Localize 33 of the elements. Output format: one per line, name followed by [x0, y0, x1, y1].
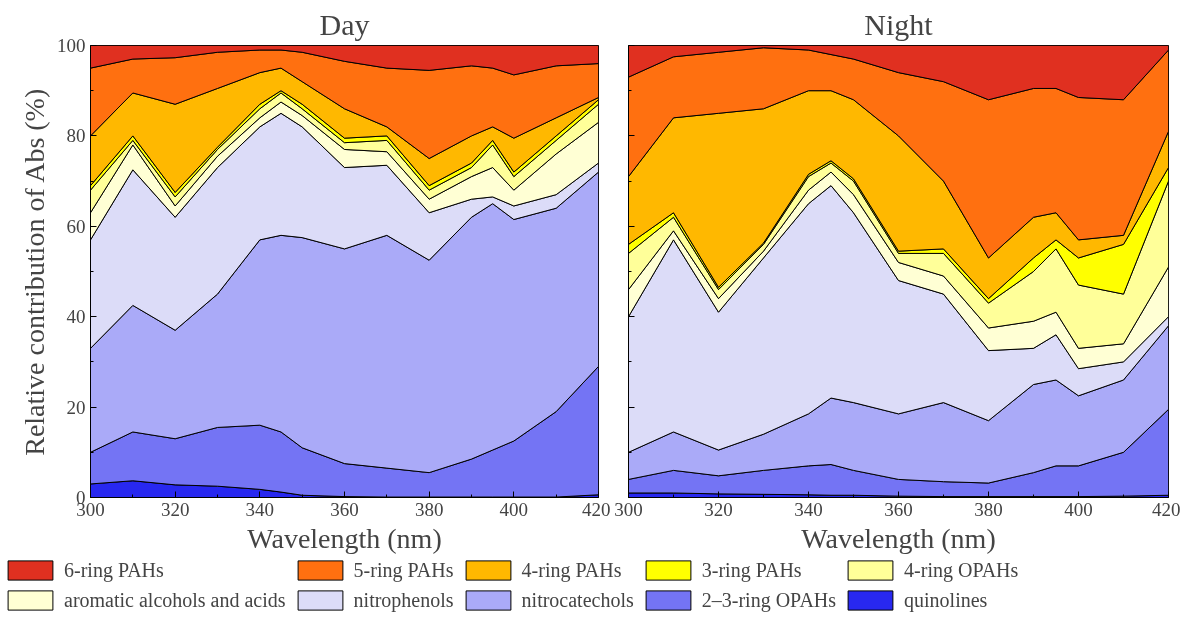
x-tick-label: 400	[499, 498, 529, 520]
x-tick-label: 400	[1064, 498, 1093, 520]
legend-label: 6-ring PAHs	[64, 558, 164, 582]
legend-label: aromatic alcohols and acids	[64, 588, 286, 612]
y-axis-title: Relative contribution of Abs (%)	[19, 88, 50, 456]
x-axis-title: Wavelength (nm)	[801, 522, 996, 554]
x-tick-label: 340	[794, 498, 823, 520]
x-tick-label: 320	[704, 498, 733, 520]
y-tick-label: 100	[57, 35, 86, 56]
chart-title: Night	[864, 7, 934, 41]
legend-label: nitrocatechols	[521, 588, 634, 612]
y-tick-label: 40	[66, 306, 86, 328]
x-tick-label: 420	[1152, 498, 1181, 520]
chart-title: Day	[319, 7, 370, 41]
x-tick-label: 420	[582, 498, 611, 520]
y-tick-label: 20	[66, 396, 86, 418]
legend-label: quinolines	[904, 588, 988, 612]
x-tick-label: 300	[614, 498, 643, 520]
legend-label: 4-ring PAHs	[521, 558, 622, 582]
x-tick-label: 380	[974, 498, 1003, 520]
legend-label: 5-ring PAHs	[353, 558, 454, 582]
x-axis-title: Wavelength (nm)	[247, 522, 442, 554]
y-tick-label: 60	[66, 215, 86, 237]
x-tick-label: 380	[414, 498, 444, 520]
x-tick-label: 360	[884, 498, 913, 520]
legend-label: 3-ring PAHs	[701, 558, 802, 582]
legend-label: 2–3-ring OPAHs	[701, 588, 837, 612]
y-tick-label: 80	[66, 125, 86, 147]
legend-label: nitrophenols	[353, 588, 454, 612]
x-tick-label: 340	[245, 498, 275, 520]
x-tick-label: 320	[160, 498, 190, 520]
legend-label: 4-ring OPAHs	[904, 558, 1019, 582]
x-tick-label: 360	[330, 498, 359, 520]
